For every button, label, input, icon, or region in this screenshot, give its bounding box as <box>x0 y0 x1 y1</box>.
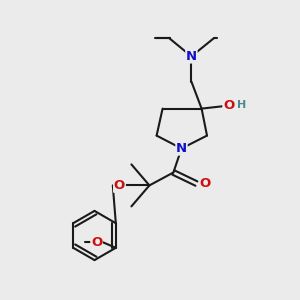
Text: N: N <box>186 50 197 63</box>
Text: N: N <box>176 142 187 155</box>
Text: H: H <box>237 100 246 110</box>
Text: O: O <box>114 179 125 192</box>
Text: O: O <box>199 177 211 190</box>
Text: O: O <box>223 99 234 112</box>
Text: O: O <box>114 179 125 192</box>
Text: O: O <box>91 236 102 249</box>
